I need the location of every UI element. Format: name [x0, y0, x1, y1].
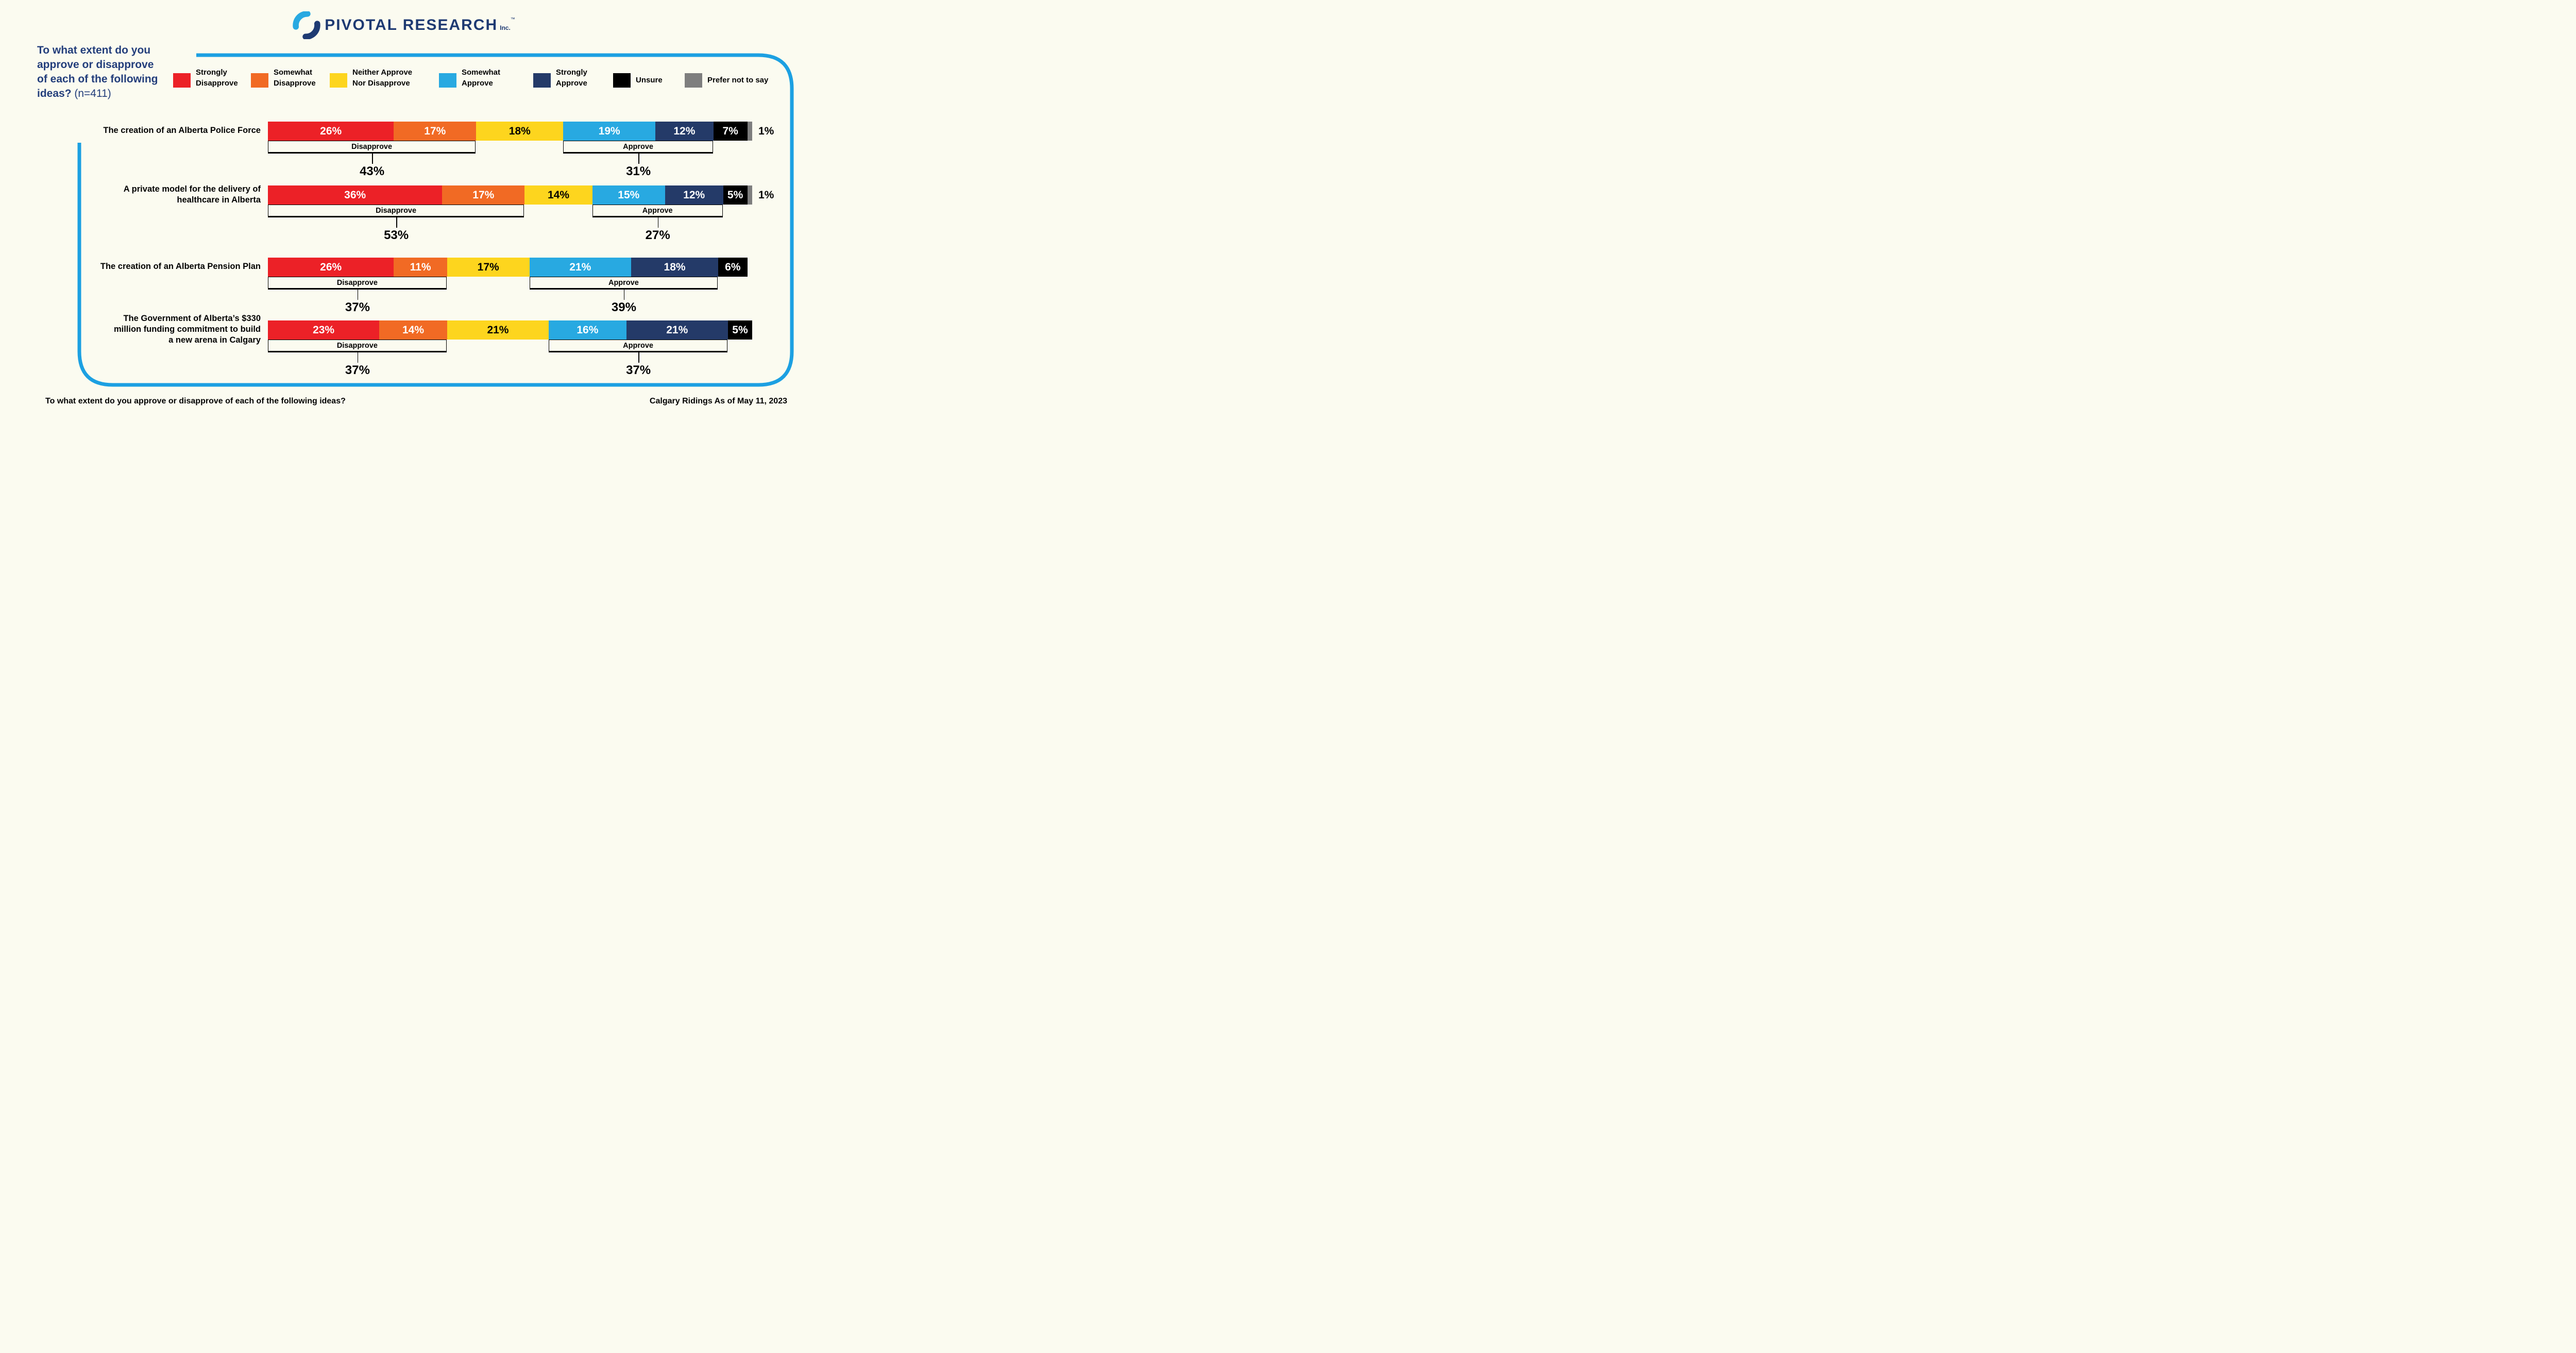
category-label: A private model for the delivery of healt… [123, 184, 261, 205]
bracket-connector-line [638, 352, 639, 363]
bar-segment: 12% [655, 122, 714, 141]
legend-label: Neither Approve Nor Disapprove [352, 68, 413, 88]
group-bracket: Approve [592, 205, 723, 217]
bar-segment: 26% [268, 258, 394, 277]
legend-swatch [173, 73, 191, 88]
stacked-bar: 26% 17% 18% 19% 12% 7% [268, 122, 752, 141]
poll-infographic: PIVOTAL RESEARCH Inc. ™ To what extent do … [0, 0, 808, 425]
group-total-label: 43% [360, 164, 385, 178]
group-total-label: 37% [345, 300, 370, 314]
legend-item: Neither Approve Nor Disapprove [330, 67, 412, 89]
legend-item: Strongly Approve [533, 67, 587, 89]
legend-swatch [613, 73, 631, 88]
legend-swatch [439, 73, 456, 88]
bar-segment: 36% [268, 185, 443, 205]
bar-segment: 14% [524, 185, 592, 205]
group-total-label: 31% [626, 164, 651, 178]
bar-segment: 15% [592, 185, 665, 205]
group-bracket: Approve [549, 340, 727, 352]
legend-item: Somewhat Approve [439, 67, 500, 89]
outside-value-label: 1% [758, 189, 774, 201]
title-line: approve or disapprove [37, 59, 154, 71]
bracket-connector-line [623, 290, 625, 300]
bar-segment: 18% [476, 122, 564, 141]
logo-suffix: Inc. [500, 24, 511, 31]
title-line: To what extent do you [37, 44, 151, 56]
bar-segment: 19% [563, 122, 655, 141]
bracket-connector-line [396, 217, 397, 228]
bar-segment: 23% [268, 320, 380, 340]
bar-segment: 7% [713, 122, 748, 141]
stacked-bar: 36% 17% 14% 15% 12% 5% [268, 185, 752, 205]
stacked-bar: 26% 11% 17% 21% 18% 6% [268, 258, 748, 277]
group-bracket: Disapprove [268, 340, 447, 352]
group-bracket: Disapprove [268, 277, 447, 290]
legend-item: Strongly Disapprove [173, 67, 238, 89]
category-label: The Government of Alberta’s $330 million … [113, 314, 261, 345]
bar-segment: 12% [665, 185, 723, 205]
bar-segment: 11% [394, 258, 447, 277]
bracket-connector-line [357, 352, 359, 363]
group-total-label: 37% [626, 363, 651, 377]
category-label: The creation of an Alberta Pension Plan [100, 262, 261, 271]
legend-swatch [251, 73, 268, 88]
group-bracket: Approve [563, 141, 713, 154]
bar-segment: 21% [447, 320, 549, 340]
group-total-label: 37% [345, 363, 370, 377]
logo-text: PIVOTAL RESEARCH [325, 16, 498, 33]
legend-label: Somewhat Disapprove [274, 68, 316, 88]
legend-label: Strongly Approve [556, 68, 587, 88]
bar-segment: 21% [626, 320, 728, 340]
legend-swatch [685, 73, 702, 88]
bar-segment: 5% [727, 320, 752, 340]
footer-source: Calgary Ridings As of May 11, 2023 [649, 397, 787, 405]
bar-segment: 6% [718, 258, 748, 277]
group-total-label: 39% [611, 300, 636, 314]
bar-segment: 21% [529, 258, 631, 277]
legend-item: Somewhat Disapprove [251, 67, 316, 89]
legend-label: Strongly Disapprove [196, 68, 238, 88]
pivotal-logo-icon [293, 11, 320, 39]
title-line: of each of the following [37, 73, 158, 85]
bar-segment: 5% [723, 185, 748, 205]
bracket-connector-line [372, 154, 373, 164]
logo-trademark: ™ [510, 16, 515, 22]
footer-question: To what extent do you approve or disappr… [45, 397, 346, 405]
bar-segment: 26% [268, 122, 394, 141]
bar-segment: 18% [631, 258, 719, 277]
bracket-connector-line [357, 290, 359, 300]
title-line: ideas? (n=411) [37, 88, 111, 99]
legend-item: Unsure [613, 67, 663, 88]
logo: PIVOTAL RESEARCH Inc. ™ [0, 11, 808, 42]
bar-segment: 17% [394, 122, 477, 141]
chart-title: To what extent do you approve or disappr… [37, 43, 212, 101]
legend-item: Prefer not to say [685, 67, 768, 88]
bracket-connector-line [657, 217, 659, 228]
outside-value-label: 1% [758, 125, 774, 137]
bar-segment [747, 185, 752, 205]
legend-swatch [330, 73, 347, 88]
bar-segment [747, 122, 752, 141]
group-bracket: Approve [529, 277, 718, 290]
legend-label: Prefer not to say [707, 76, 769, 84]
stacked-bar: 23% 14% 21% 16% 21% 5% [268, 320, 752, 340]
bar-segment: 17% [447, 258, 530, 277]
sample-size-note: (n=411) [74, 88, 111, 99]
bracket-connector-line [638, 154, 639, 164]
group-total-label: 53% [384, 228, 409, 242]
bar-segment: 17% [442, 185, 525, 205]
category-label: The creation of an Alberta Police Force [103, 126, 261, 135]
group-total-label: 27% [645, 228, 670, 242]
legend-swatch [533, 73, 551, 88]
bar-segment: 14% [379, 320, 447, 340]
group-bracket: Disapprove [268, 205, 524, 217]
legend-label: Somewhat Approve [462, 68, 501, 88]
bar-segment: 16% [549, 320, 626, 340]
group-bracket: Disapprove [268, 141, 476, 154]
legend-label: Unsure [636, 76, 663, 84]
